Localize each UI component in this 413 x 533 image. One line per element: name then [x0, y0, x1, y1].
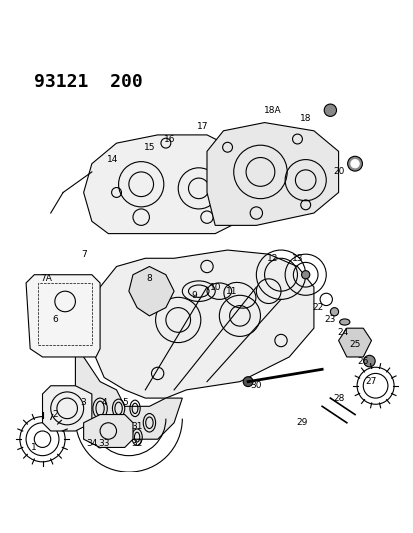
Text: 31: 31 — [131, 422, 142, 431]
Text: 1: 1 — [31, 443, 37, 452]
Text: 34: 34 — [86, 439, 97, 448]
Text: 18A: 18A — [263, 106, 281, 115]
Text: 9: 9 — [191, 291, 197, 300]
Polygon shape — [128, 266, 174, 316]
Circle shape — [323, 104, 336, 116]
Text: 20: 20 — [332, 167, 344, 176]
Polygon shape — [83, 415, 133, 447]
Text: 22: 22 — [312, 303, 323, 312]
Text: 33: 33 — [98, 439, 110, 448]
Polygon shape — [75, 328, 182, 439]
Polygon shape — [92, 250, 313, 398]
Circle shape — [347, 156, 361, 171]
Text: 6: 6 — [52, 316, 57, 325]
Text: 17: 17 — [197, 122, 208, 131]
Text: 28: 28 — [332, 393, 344, 402]
Text: 15: 15 — [143, 143, 155, 152]
Text: 8: 8 — [146, 274, 152, 284]
Polygon shape — [206, 123, 338, 225]
Circle shape — [301, 271, 309, 279]
Text: 30: 30 — [250, 381, 261, 390]
Text: 11: 11 — [225, 287, 237, 296]
Text: 23: 23 — [324, 316, 335, 325]
Text: 14: 14 — [107, 155, 118, 164]
Ellipse shape — [339, 319, 349, 325]
Text: 13: 13 — [291, 254, 302, 263]
Text: 7A: 7A — [40, 274, 52, 284]
Text: 16: 16 — [164, 134, 175, 143]
Text: 2: 2 — [52, 410, 57, 419]
Text: 25: 25 — [349, 340, 360, 349]
Circle shape — [363, 356, 374, 367]
Polygon shape — [43, 386, 92, 431]
Text: 32: 32 — [131, 439, 142, 448]
Circle shape — [350, 159, 358, 168]
Circle shape — [330, 308, 338, 316]
Text: 5: 5 — [121, 398, 127, 407]
Text: 4: 4 — [101, 398, 107, 407]
Text: 3: 3 — [81, 398, 86, 407]
Text: 29: 29 — [295, 418, 306, 427]
Text: 12: 12 — [266, 254, 278, 263]
Text: 27: 27 — [365, 377, 376, 386]
Text: 18: 18 — [299, 114, 311, 123]
Text: 93121  200: 93121 200 — [34, 73, 142, 91]
Text: 10: 10 — [209, 282, 221, 292]
Polygon shape — [338, 328, 370, 357]
Text: 24: 24 — [336, 328, 347, 337]
Text: 7: 7 — [81, 249, 86, 259]
Polygon shape — [26, 274, 100, 357]
Polygon shape — [83, 135, 256, 233]
Circle shape — [242, 377, 252, 386]
Text: 26: 26 — [357, 357, 368, 366]
